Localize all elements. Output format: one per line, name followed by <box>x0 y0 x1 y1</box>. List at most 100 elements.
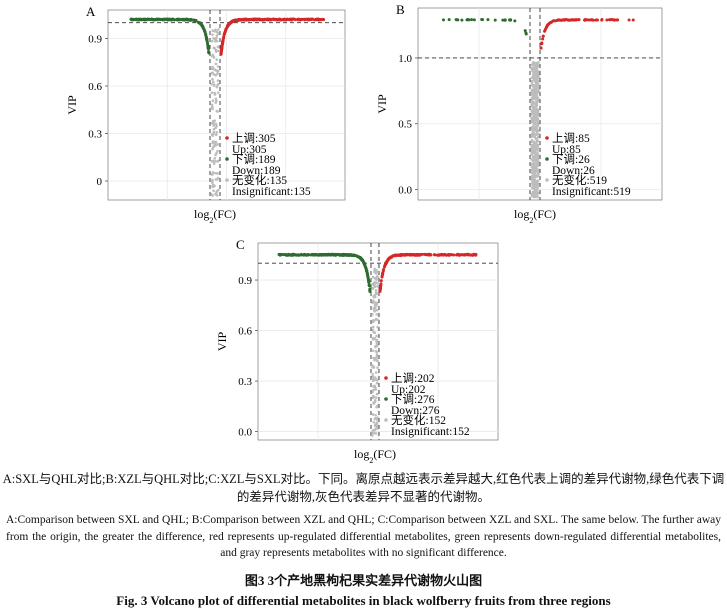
insignificant-point <box>536 184 540 187</box>
down-point <box>365 269 369 273</box>
insignificant-point <box>212 83 216 86</box>
insignificant-point <box>212 127 216 131</box>
insignificant-point <box>531 186 535 190</box>
insignificant-point <box>534 89 537 92</box>
insignificant-point <box>371 390 374 394</box>
legend-label-insig-zh: 无变化:152 <box>391 413 446 427</box>
insignificant-point <box>530 119 534 122</box>
up-point <box>583 18 587 22</box>
down-point <box>347 253 351 257</box>
up-point <box>221 38 225 42</box>
y-tick-label: 0.3 <box>238 376 252 388</box>
insignificant-point <box>375 292 378 296</box>
up-point <box>382 264 386 268</box>
caption-english: A:Comparison between SXL and QHL; B:Comp… <box>6 514 721 560</box>
insignificant-point <box>530 93 534 97</box>
down-point <box>466 18 470 22</box>
up-point <box>600 18 604 22</box>
up-point <box>443 252 447 256</box>
up-point <box>591 18 595 22</box>
insignificant-point <box>371 325 375 329</box>
insignificant-point <box>536 77 540 80</box>
insignificant-point <box>536 173 540 177</box>
insignificant-point <box>210 105 214 109</box>
up-point <box>310 17 314 21</box>
legend-label-up-zh: 上调:305 <box>232 132 276 145</box>
down-point <box>145 18 149 22</box>
insignificant-point <box>535 164 538 168</box>
insignificant-point <box>371 388 375 392</box>
down-point <box>513 19 517 23</box>
down-point <box>454 18 458 22</box>
down-point <box>503 18 507 22</box>
down-point <box>139 18 143 22</box>
down-point <box>486 18 490 22</box>
insignificant-point <box>534 106 537 109</box>
insignificant-point <box>532 71 535 74</box>
down-point <box>296 253 300 257</box>
insignificant-point <box>531 68 534 71</box>
insignificant-point <box>212 184 216 187</box>
down-point <box>481 18 485 22</box>
insignificant-point <box>533 149 537 153</box>
insignificant-point <box>532 144 536 148</box>
insignificant-point <box>216 149 219 153</box>
insignificant-point <box>213 160 217 163</box>
insignificant-point <box>371 429 375 432</box>
insignificant-point <box>374 413 377 417</box>
down-point <box>354 254 358 258</box>
insignificant-point <box>534 170 537 173</box>
insignificant-point <box>371 349 375 352</box>
insignificant-point <box>210 133 214 136</box>
down-point <box>162 18 166 22</box>
down-point <box>460 18 464 22</box>
insignificant-point <box>216 82 220 86</box>
insignificant-point <box>214 122 218 126</box>
insignificant-point <box>535 65 538 69</box>
y-tick-label: 0.0 <box>398 184 412 196</box>
up-point <box>541 34 545 38</box>
insignificant-point <box>215 58 219 61</box>
panel-letter: A <box>86 4 96 19</box>
x-axis-label: log2(FC) <box>354 447 396 465</box>
up-point <box>275 18 279 22</box>
insignificant-point <box>537 74 540 77</box>
up-point <box>576 18 580 22</box>
up-point <box>416 253 420 257</box>
down-point <box>493 18 497 22</box>
insignificant-point <box>214 193 218 196</box>
down-point <box>196 20 200 24</box>
insignificant-point <box>535 108 538 111</box>
down-point <box>324 253 328 257</box>
insignificant-point <box>211 77 214 81</box>
insignificant-point <box>531 155 535 159</box>
insignificant-point <box>373 417 377 421</box>
insignificant-point <box>375 421 379 424</box>
insignificant-point <box>373 337 377 340</box>
insignificant-point <box>216 69 220 73</box>
up-point <box>238 18 242 22</box>
insignificant-point <box>216 45 220 49</box>
up-point <box>382 267 386 271</box>
insignificant-point <box>536 121 540 124</box>
insignificant-point <box>211 140 215 143</box>
up-point <box>230 20 234 24</box>
insignificant-point <box>530 132 534 136</box>
insignificant-point <box>535 189 539 192</box>
insignificant-point <box>536 186 539 190</box>
insignificant-point <box>211 80 215 84</box>
legend-marker-insig <box>545 178 549 182</box>
up-point <box>456 253 460 257</box>
insignificant-point <box>214 101 218 104</box>
up-point <box>285 17 289 21</box>
down-point <box>368 289 372 293</box>
insignificant-point <box>212 120 216 124</box>
up-point <box>412 252 416 256</box>
panel-b: 1.0 0.5 0.0 B VIP log2(FC) 上调:85 Up:85 下调:26 Down… <box>365 0 727 232</box>
insignificant-point <box>374 272 378 275</box>
up-point <box>260 18 264 22</box>
down-point <box>447 18 451 22</box>
insignificant-point <box>530 192 534 196</box>
down-point <box>190 18 194 22</box>
insignificant-point <box>371 413 375 416</box>
